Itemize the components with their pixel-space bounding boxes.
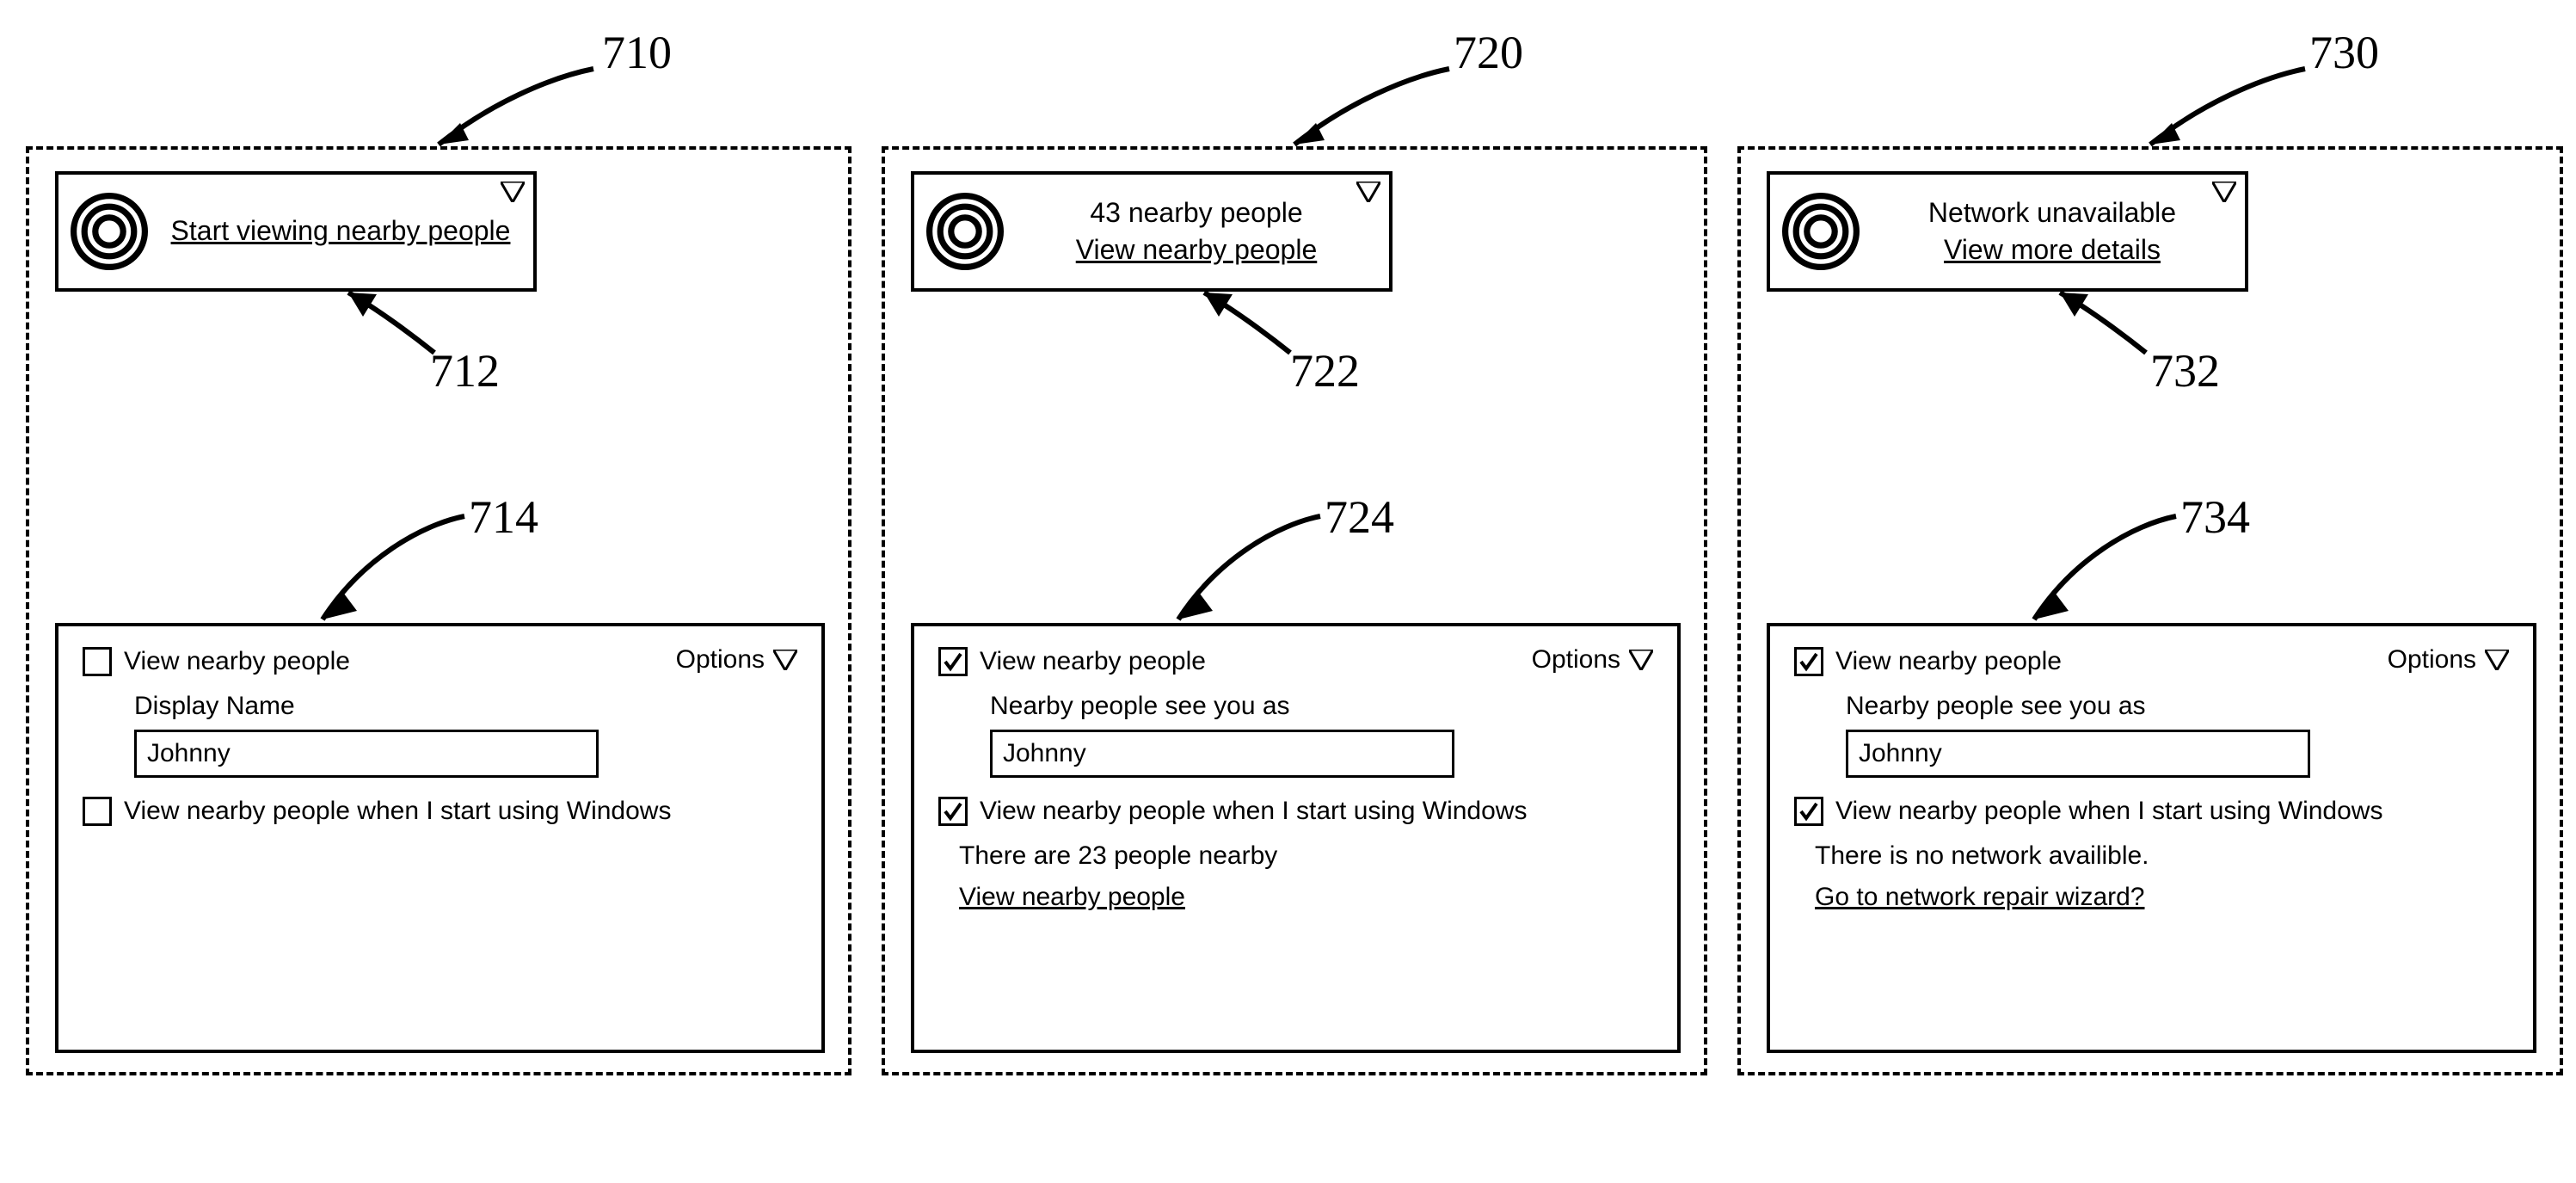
name-input[interactable] <box>990 730 1454 778</box>
ref-label-724: 724 <box>1325 490 1394 544</box>
name-field-label: Nearby people see you as <box>990 692 1653 721</box>
status-icon <box>71 193 148 270</box>
arrow-icon <box>335 284 456 361</box>
name-input[interactable] <box>134 730 599 778</box>
status-box-732: Network unavailable View more details <box>1767 171 2248 292</box>
repair-wizard-link[interactable]: Go to network repair wizard? <box>1815 883 2145 912</box>
startup-checkbox-label: View nearby people when I start using Wi… <box>124 797 671 826</box>
options-label[interactable]: Options <box>2388 645 2476 675</box>
view-checkbox[interactable] <box>938 647 968 676</box>
start-viewing-link[interactable]: Start viewing nearby people <box>160 213 521 250</box>
startup-checkbox[interactable] <box>1794 797 1823 826</box>
name-input[interactable] <box>1846 730 2310 778</box>
name-field-label: Display Name <box>134 692 797 721</box>
ref-label-734: 734 <box>2180 490 2250 544</box>
status-icon <box>1782 193 1860 270</box>
network-status-text: Network unavailable <box>1872 194 2233 231</box>
view-checkbox-label: View nearby people <box>1835 647 2062 676</box>
status-box-712: Start viewing nearby people <box>55 171 537 292</box>
view-checkbox[interactable] <box>1794 647 1823 676</box>
startup-checkbox-label: View nearby people when I start using Wi… <box>1835 797 2382 826</box>
arrow-icon <box>1165 499 1329 628</box>
arrow-icon <box>413 52 602 155</box>
startup-checkbox[interactable] <box>83 797 112 826</box>
dropdown-icon[interactable] <box>1356 182 1380 206</box>
view-checkbox-label: View nearby people <box>980 647 1206 676</box>
arrow-icon <box>2124 52 2314 155</box>
dropdown-icon[interactable] <box>501 182 525 206</box>
options-label[interactable]: Options <box>1532 645 1620 675</box>
ref-label-714: 714 <box>469 490 538 544</box>
name-field-label: Nearby people see you as <box>1846 692 2509 721</box>
view-checkbox[interactable] <box>83 647 112 676</box>
dropdown-icon[interactable] <box>2212 182 2236 206</box>
view-nearby-link[interactable]: View nearby people <box>1016 231 1377 268</box>
status-box-722: 43 nearby people View nearby people <box>911 171 1393 292</box>
people-count-text: There are 23 people nearby <box>959 841 1653 871</box>
arrow-icon <box>2047 284 2167 361</box>
options-box-714: Options View nearby people Display Name … <box>55 623 825 1053</box>
options-label[interactable]: Options <box>676 645 765 675</box>
view-nearby-link[interactable]: View nearby people <box>959 883 1185 912</box>
startup-checkbox-label: View nearby people when I start using Wi… <box>980 797 1527 826</box>
view-details-link[interactable]: View more details <box>1872 231 2233 268</box>
ref-label-730: 730 <box>2309 26 2379 79</box>
options-box-734: Options View nearby people Nearby people… <box>1767 623 2536 1053</box>
arrow-icon <box>1269 52 1458 155</box>
startup-checkbox[interactable] <box>938 797 968 826</box>
arrow-icon <box>310 499 473 628</box>
arrow-icon <box>2021 499 2185 628</box>
status-icon <box>926 193 1004 270</box>
nearby-count-text: 43 nearby people <box>1016 194 1377 231</box>
ref-label-720: 720 <box>1454 26 1523 79</box>
view-checkbox-label: View nearby people <box>124 647 350 676</box>
options-box-724: Options View nearby people Nearby people… <box>911 623 1681 1053</box>
arrow-icon <box>1191 284 1312 361</box>
network-status-text: There is no network availible. <box>1815 841 2509 871</box>
figure-canvas: Start viewing nearby people Options View… <box>0 0 2576 1183</box>
ref-label-710: 710 <box>602 26 672 79</box>
